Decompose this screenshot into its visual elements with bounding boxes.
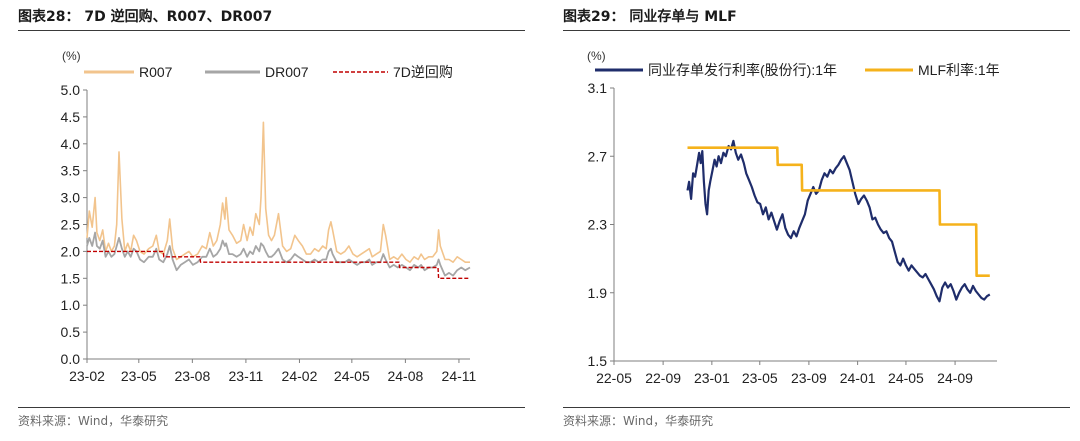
y-tick-label: 4.0	[61, 136, 81, 152]
legend-label-1: 同业存单发行利率(股份行):1年	[648, 62, 837, 78]
y-tick-label: 3.0	[61, 190, 81, 206]
title-rule	[563, 30, 1070, 31]
x-tick-label: 23-11	[229, 368, 264, 384]
series-line-3	[87, 250, 470, 279]
x-tick-label: 24-09	[937, 370, 973, 386]
left-line-chart: (%) 0.0 0.5 1.0 1.5 2.0 2.5 3.0 3.5 4.0 4.5 5.0 23-0…	[61, 49, 477, 384]
x-tick-label: 24-05	[334, 368, 370, 384]
title-rule	[18, 30, 525, 31]
x-tick-label: 23-09	[791, 370, 827, 386]
y-tick-label: 3.1	[588, 80, 608, 96]
y-tick-label: 1.0	[61, 297, 81, 313]
source-rule	[18, 407, 525, 408]
left-chart-panel: 图表28： 7D 逆回购、R007、DR007 (%) 0.0 0.5 1.0 1.5 2…	[0, 0, 535, 441]
x-tick-label: 23-05	[742, 370, 778, 386]
x-tick-label: 24-02	[282, 368, 318, 384]
y-tick-label: 1.5	[588, 353, 608, 369]
y-tick-label: 1.9	[588, 285, 608, 301]
legend-label-2: DR007	[265, 64, 309, 80]
x-tick-label: 23-01	[694, 370, 730, 386]
x-tick-label: 23-08	[174, 368, 210, 384]
y-tick-label: 0.0	[61, 351, 81, 367]
source-rule	[563, 407, 1070, 408]
y-axis-unit: (%)	[62, 49, 81, 63]
x-tick-label: 24-11	[442, 368, 477, 384]
series-line-1	[686, 139, 991, 303]
y-tick-label: 1.5	[61, 270, 81, 286]
x-tick-label: 23-05	[121, 368, 157, 384]
legend-label-1: R007	[139, 64, 173, 80]
y-tick-label: 5.0	[61, 82, 81, 98]
y-tick-label: 2.0	[61, 243, 81, 259]
chart-title: 图表29： 同业存单与 MLF	[563, 9, 737, 25]
legend-label-2: MLF利率:1年	[918, 62, 1000, 78]
chart-title: 图表28： 7D 逆回购、R007、DR007	[18, 9, 273, 25]
right-line-chart: (%) 1.5 1.9 2.3 2.7 3.1 22-05 22-09 23-01 23-05 23…	[587, 49, 1000, 386]
legend-label-3: 7D逆回购	[393, 64, 453, 80]
x-tick-label: 22-09	[645, 370, 681, 386]
y-tick-label: 2.5	[61, 217, 81, 233]
x-tick-label: 24-05	[888, 370, 924, 386]
y-tick-label: 3.5	[61, 163, 81, 179]
x-tick-label: 23-02	[69, 368, 105, 384]
x-tick-label: 24-08	[387, 368, 423, 384]
x-tick-label: 22-05	[596, 370, 632, 386]
right-chart-panel: 图表29： 同业存单与 MLF (%) 1.5 1.9 2.3 2.7 3.1 22-05 2…	[545, 0, 1080, 441]
series-line-2	[687, 146, 990, 277]
y-axis-unit: (%)	[587, 49, 606, 63]
x-tick-label: 24-01	[840, 370, 876, 386]
source-note: 资料来源：Wind，华泰研究	[18, 414, 169, 428]
y-tick-label: 2.7	[588, 148, 608, 164]
series-line-1	[86, 121, 470, 263]
y-tick-label: 0.5	[61, 324, 81, 340]
source-note: 资料来源：Wind，华泰研究	[563, 414, 714, 428]
y-tick-label: 4.5	[61, 109, 81, 125]
y-tick-label: 2.3	[588, 217, 608, 233]
